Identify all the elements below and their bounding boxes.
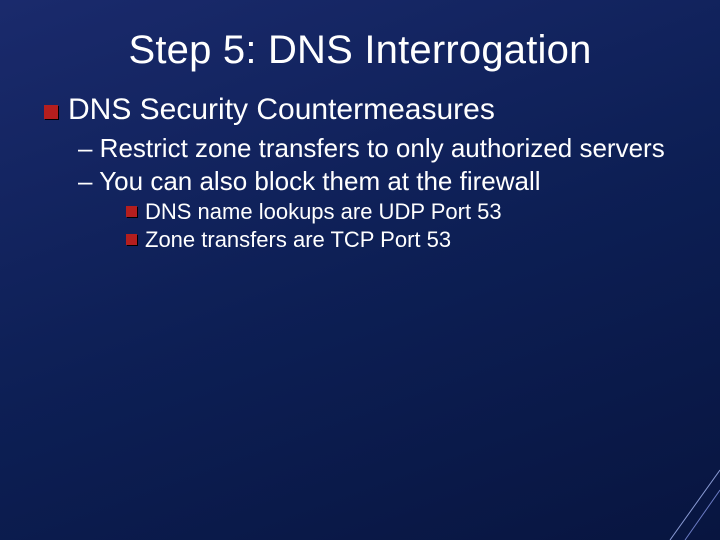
bullet-level2: – You can also block them at the firewal…: [44, 166, 680, 197]
square-bullet-icon: [126, 234, 137, 245]
slide-title: Step 5: DNS Interrogation: [0, 0, 720, 93]
bullet-text: Zone transfers are TCP Port 53: [145, 226, 451, 254]
bullet-level3: Zone transfers are TCP Port 53: [44, 226, 680, 254]
bullet-level1: DNS Security Countermeasures: [44, 93, 680, 127]
square-bullet-icon: [44, 105, 58, 119]
bullet-level3: DNS name lookups are UDP Port 53: [44, 198, 680, 226]
slide-content: DNS Security Countermeasures – Restrict …: [0, 93, 720, 253]
bullet-text: DNS name lookups are UDP Port 53: [145, 198, 502, 226]
square-bullet-icon: [126, 206, 137, 217]
bullet-text: – Restrict zone transfers to only author…: [78, 133, 665, 163]
bullet-text: DNS Security Countermeasures: [68, 93, 495, 127]
corner-accent-icon: [660, 460, 720, 540]
bullet-text: – You can also block them at the firewal…: [78, 166, 541, 196]
slide: Step 5: DNS Interrogation DNS Security C…: [0, 0, 720, 540]
bullet-level2: – Restrict zone transfers to only author…: [44, 133, 680, 164]
